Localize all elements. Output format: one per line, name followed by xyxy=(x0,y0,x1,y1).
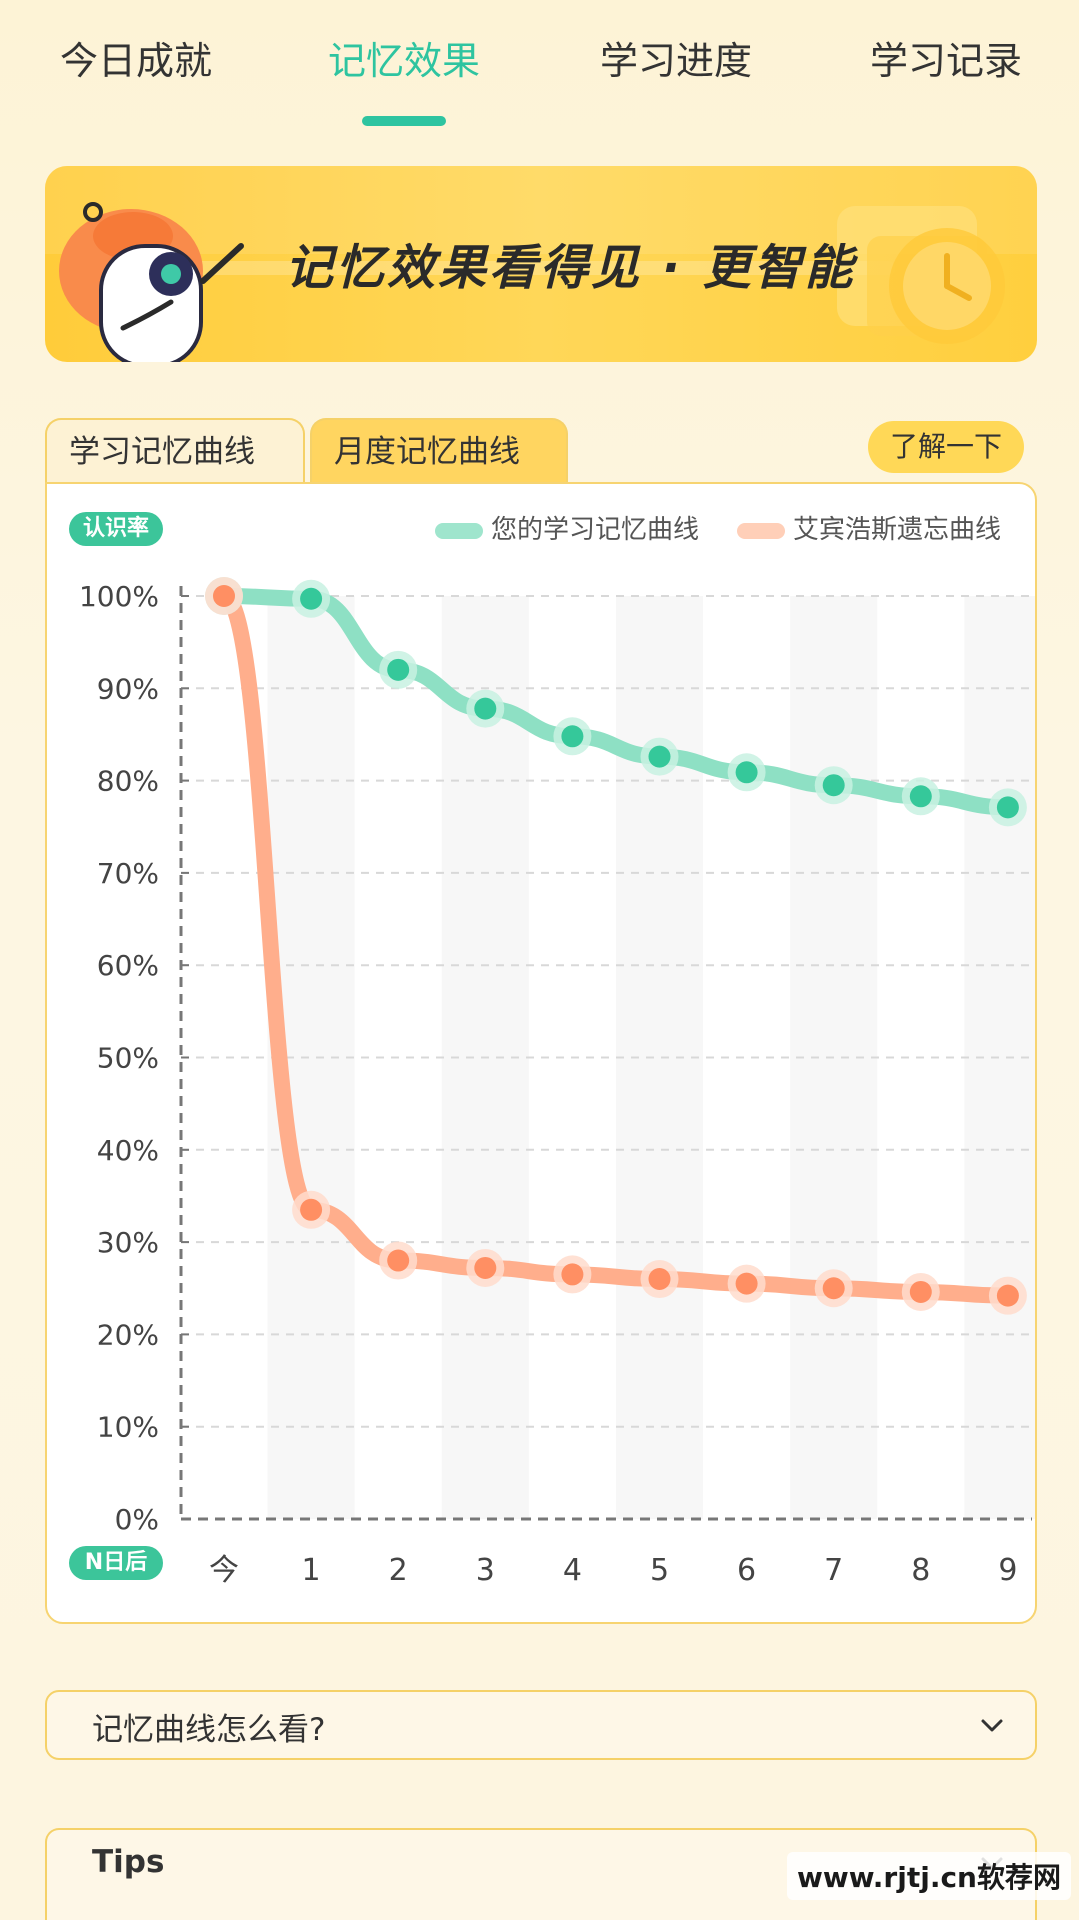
data-point xyxy=(822,774,845,797)
x-tick-label: 8 xyxy=(911,1553,930,1588)
top-tab-bar: 今日成就 记忆效果 学习进度 学习记录 xyxy=(0,0,1079,140)
x-tick-label: 今 xyxy=(209,1553,239,1588)
memory-curve-chart: 0% 10% 20% 30% 40% 50% 60% 70% 80% 90% 100% 今 1 2 3 4 5 6… xyxy=(79,577,1035,1588)
x-tick-label: 2 xyxy=(389,1553,408,1588)
data-point xyxy=(213,585,235,607)
data-point xyxy=(300,587,323,610)
data-point xyxy=(387,658,410,681)
data-point xyxy=(474,697,497,720)
x-tick-label: 3 xyxy=(476,1553,495,1588)
data-point xyxy=(561,1263,584,1286)
mascot-icon xyxy=(59,202,244,362)
tab-monthly-memory-curve[interactable]: 月度记忆曲线 xyxy=(310,418,568,482)
x-tick-label: 9 xyxy=(998,1553,1017,1588)
y-tick-label: 80% xyxy=(97,765,159,798)
x-tick-label: 1 xyxy=(302,1553,321,1588)
y-tick-label: 0% xyxy=(115,1503,159,1536)
x-tick-label: 7 xyxy=(824,1553,843,1588)
data-point xyxy=(909,785,932,808)
accordion-label: 记忆曲线怎么看? xyxy=(92,1712,326,1748)
data-point xyxy=(909,1280,932,1303)
learn-more-button[interactable]: 了解一下 xyxy=(868,421,1024,473)
y-tick-label: 70% xyxy=(97,857,159,890)
y-tick-label: 10% xyxy=(97,1411,159,1444)
y-tick-label: 50% xyxy=(97,1042,159,1075)
data-point xyxy=(735,1272,758,1295)
x-tick-label: 6 xyxy=(737,1553,756,1588)
y-tick-label: 40% xyxy=(97,1134,159,1167)
legend-swatch-green xyxy=(435,523,483,539)
legend-label-ebbinghaus: 艾宾浩斯遗忘曲线 xyxy=(793,515,1002,545)
promo-banner: 记忆效果看得见 · 更智能 xyxy=(45,166,1037,362)
data-point xyxy=(474,1256,497,1279)
data-point xyxy=(387,1249,410,1272)
series-line-user-curve xyxy=(216,588,1016,816)
x-tick-label: 4 xyxy=(563,1553,582,1588)
legend-swatch-orange xyxy=(737,523,785,539)
tab-learning-memory-curve[interactable]: 学习记忆曲线 xyxy=(45,418,305,482)
active-tab-indicator xyxy=(362,116,446,126)
data-point xyxy=(648,745,671,768)
tab-today-achievement[interactable]: 今日成就 xyxy=(60,39,213,83)
y-tick-label: 90% xyxy=(97,672,159,705)
series-line-ebbinghaus xyxy=(216,588,1016,1304)
data-point xyxy=(735,761,758,784)
legend-item-user-curve: 您的学习记忆曲线 xyxy=(435,510,735,550)
memory-curve-chart-card: 认识率 您的学习记忆曲线 艾宾浩斯遗忘曲线 N日后 0% 10% 20% 30% 40%… xyxy=(45,482,1037,1624)
x-tick-label: 5 xyxy=(650,1553,669,1588)
data-point xyxy=(300,1198,323,1221)
data-point xyxy=(996,796,1019,819)
y-tick-label: 30% xyxy=(97,1226,159,1259)
y-tick-label: 60% xyxy=(97,949,159,982)
banner-title: 记忆效果看得见 · 更智能 xyxy=(285,240,856,296)
data-point xyxy=(561,725,584,748)
tab-study-progress[interactable]: 学习进度 xyxy=(600,39,753,83)
tab-memory-effect[interactable]: 记忆效果 xyxy=(328,39,481,83)
legend-item-ebbinghaus: 艾宾浩斯遗忘曲线 xyxy=(737,510,1037,550)
column-band xyxy=(615,596,704,1519)
data-point xyxy=(996,1284,1019,1307)
faq-how-to-read-accordion[interactable]: 记忆曲线怎么看? xyxy=(45,1690,1037,1760)
tab-study-records[interactable]: 学习记录 xyxy=(870,39,1023,83)
data-point xyxy=(822,1277,845,1300)
chevron-down-icon xyxy=(981,1719,1003,1732)
x-axis-badge: N日后 xyxy=(69,1546,163,1580)
legend-label-user-curve: 您的学习记忆曲线 xyxy=(491,515,700,545)
watermark: www.rjtj.cn软荐网 xyxy=(786,1852,1071,1900)
clock-decoration-icon xyxy=(837,206,1005,344)
accordion-label: Tips xyxy=(92,1844,165,1880)
y-tick-label: 20% xyxy=(97,1318,159,1351)
y-axis-badge: 认识率 xyxy=(69,512,163,546)
y-tick-label: 100% xyxy=(79,580,159,613)
data-point xyxy=(648,1268,671,1291)
